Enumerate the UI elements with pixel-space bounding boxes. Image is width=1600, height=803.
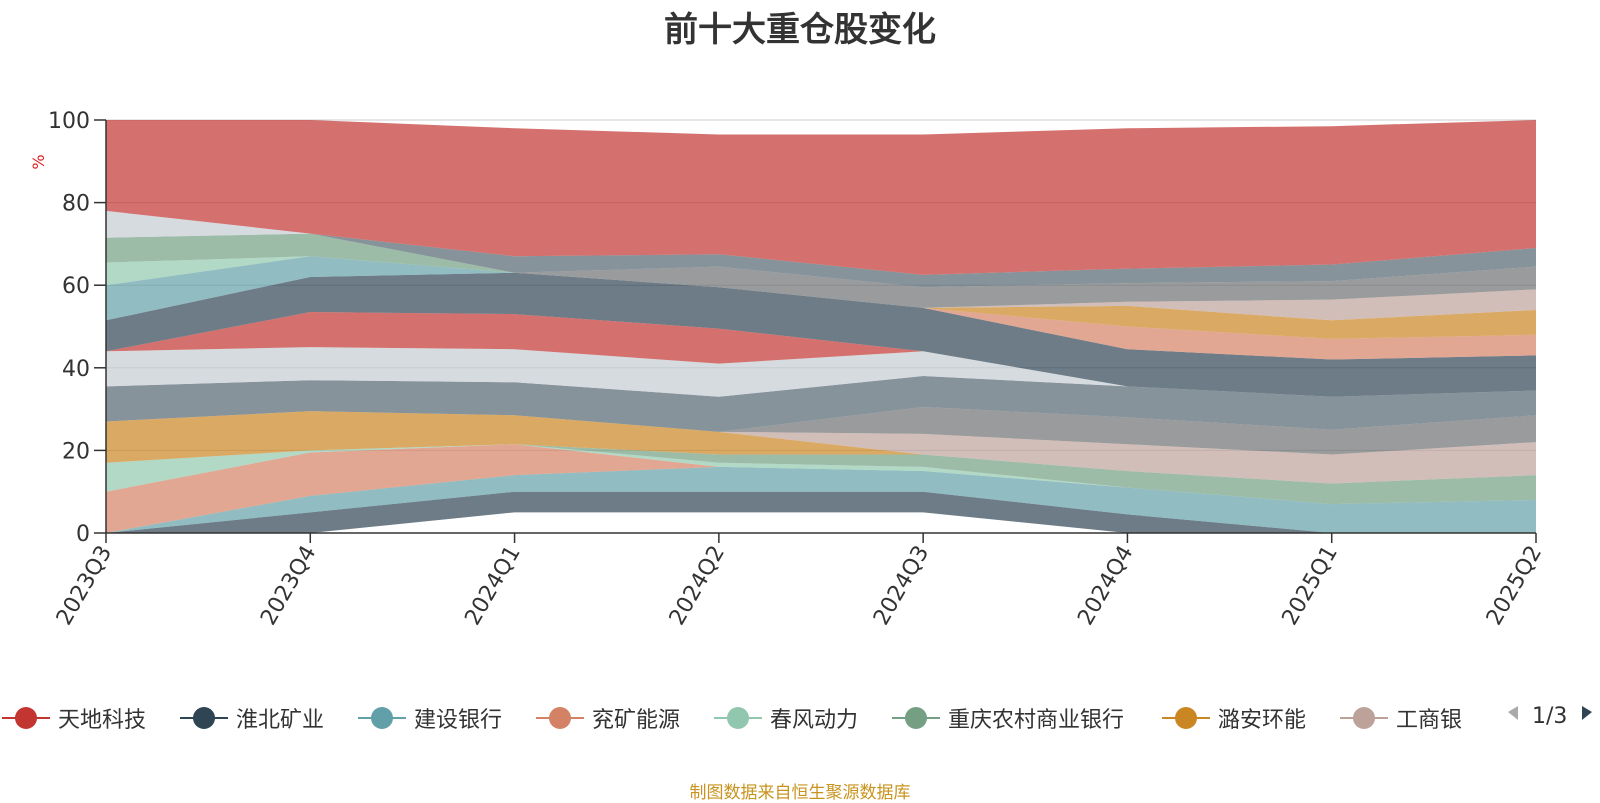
legend-dot [727,707,749,729]
area-band-2 [106,491,1536,533]
y-tick-label: 20 [62,439,90,464]
legend-marker [2,707,50,729]
y-axis-label: % [29,154,48,169]
area-band-7 [106,411,1536,484]
chart-plot: 0 20 40 60 80 100 2023Q3 2023Q4 2024Q1 2024Q2 2024… [29,109,1547,630]
legend-page-indicator: 1/3 [1532,704,1568,729]
y-tick-label: 0 [76,522,90,547]
legend-dot [1353,707,1375,729]
legend-marker [536,707,584,729]
area-band-9 [106,407,1536,455]
legend-label: 天地科技 [58,708,147,733]
legend-dot [1175,707,1197,729]
y-tick-label: 40 [62,357,90,382]
area-band-19 [106,233,1536,321]
legend-marker [892,707,940,729]
area-band-8 [106,411,1536,484]
triangle-left-icon[interactable] [1508,706,1518,734]
legend-label: 工商银行 [1396,708,1462,733]
area-band-23 [106,120,1536,275]
triangle-right-icon[interactable] [1582,706,1592,734]
legend-marker [180,707,228,729]
legend-dot [193,707,215,729]
x-tick-label: 2024Q1 [460,542,525,630]
legend-marker [714,707,762,729]
area-band-16 [106,256,1536,339]
legend-marker [1162,707,1210,729]
x-tick-label: 2023Q3 [52,542,117,630]
area-band-14 [106,256,1536,360]
x-tick-label: 2025Q2 [1482,542,1547,630]
stacked-areas [106,120,1536,533]
area-band-12 [106,312,1536,397]
legend-dot [371,707,393,729]
source-note: 制图数据来自恒生聚源数据库 [689,783,911,803]
area-band-10 [106,376,1536,432]
x-tick-label: 2024Q4 [1073,542,1138,630]
legend-dot [549,707,571,729]
legend-dot [905,707,927,729]
area-band-13 [106,272,1536,397]
legend-label: 春风动力 [770,708,859,733]
legend-label: 兖矿能源 [592,708,681,733]
area-band-21 [106,233,1536,288]
area-band-11 [106,347,1536,397]
area-band-4 [106,444,1536,533]
legend-marker [1340,707,1388,729]
legend: 天地科技 淮北矿业 建设银行 兖矿能源 春风动力 重庆农村商业银行 潞安环能 工商银行 [0,700,1462,740]
legend-label: 潞安环能 [1218,708,1307,733]
x-tick-label: 2024Q3 [869,542,934,630]
legend-label: 建设银行 [414,708,503,733]
y-tick-label: 100 [48,109,90,134]
legend-dot [15,707,37,729]
area-band-3 [106,466,1536,533]
chart-title: 前十大重仓股变化 [664,10,936,50]
area-band-15 [106,256,1536,360]
x-tick-label: 2025Q1 [1278,542,1343,630]
y-tick-label: 80 [62,192,90,217]
x-tick-label: 2024Q2 [665,542,730,630]
legend-label: 重庆农村商业银行 [948,708,1125,733]
legend-marker [358,707,406,729]
area-band-20 [106,233,1536,308]
y-tick-label: 60 [62,274,90,299]
x-tick-label: 2023Q4 [256,542,321,630]
legend-label: 淮北矿业 [236,708,325,733]
area-band-18 [106,233,1536,339]
area-band-17 [106,233,1536,339]
area-band-6 [106,444,1536,505]
